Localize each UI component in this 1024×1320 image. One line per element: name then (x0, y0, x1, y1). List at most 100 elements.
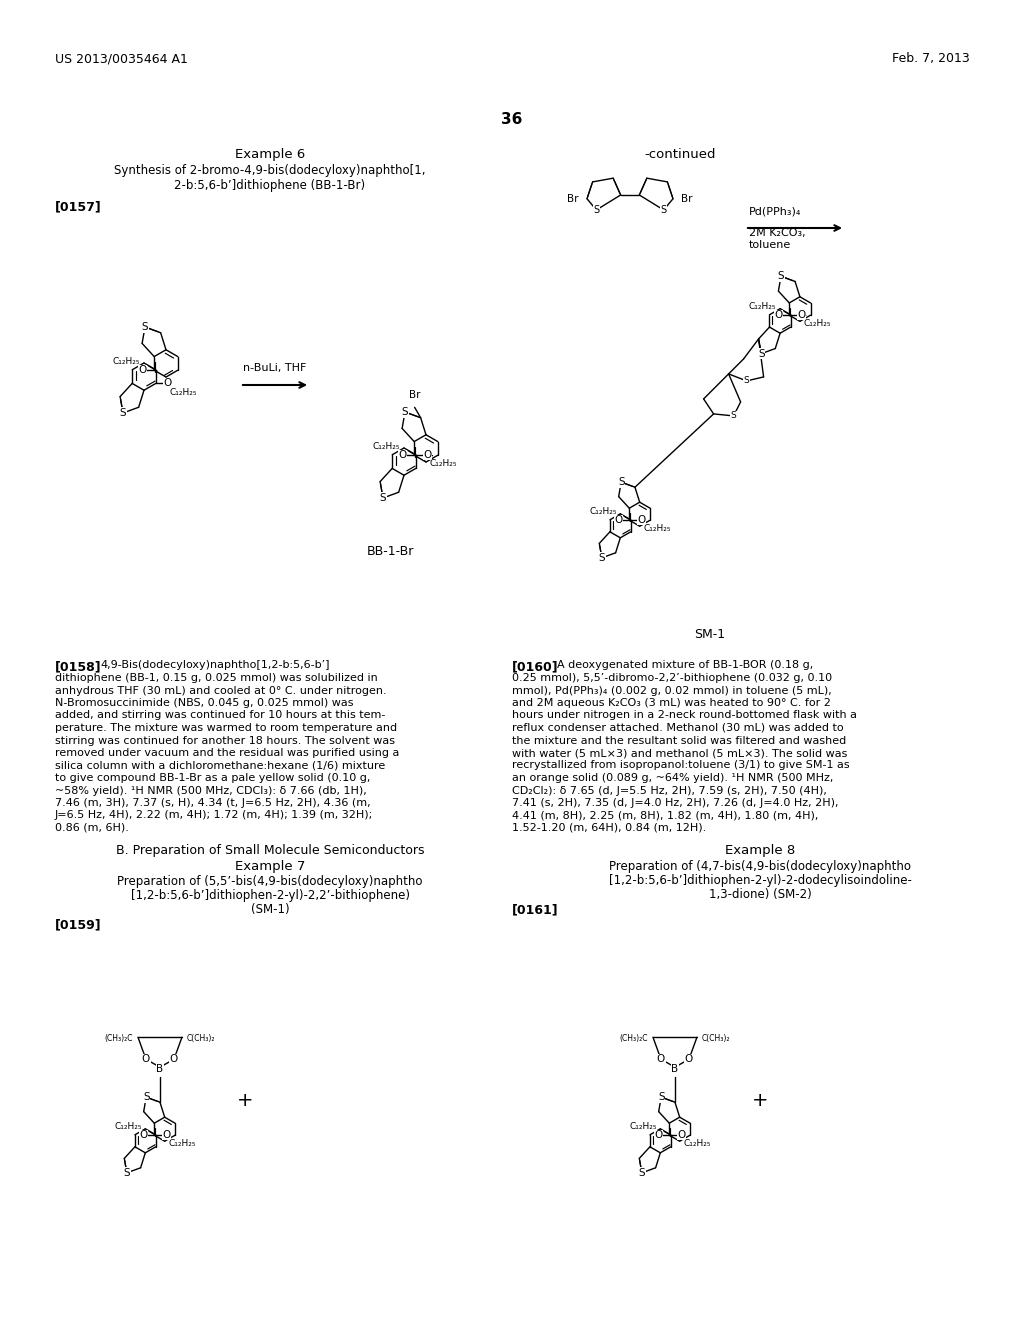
Text: C₁₂H₂₅: C₁₂H₂₅ (373, 442, 400, 450)
Text: B: B (157, 1064, 164, 1074)
Text: 4.41 (m, 8H), 2.25 (m, 8H), 1.82 (m, 4H), 1.80 (m, 4H),: 4.41 (m, 8H), 2.25 (m, 8H), 1.82 (m, 4H)… (512, 810, 818, 821)
Text: Br: Br (409, 391, 421, 400)
Text: SM-1: SM-1 (694, 628, 726, 642)
Text: S: S (777, 272, 784, 281)
Text: 0.86 (m, 6H).: 0.86 (m, 6H). (55, 822, 129, 833)
Text: C₁₂H₂₅: C₁₂H₂₅ (168, 1139, 196, 1148)
Text: mmol), Pd(PPh₃)₄ (0.002 g, 0.02 mmol) in toluene (5 mL),: mmol), Pd(PPh₃)₄ (0.002 g, 0.02 mmol) in… (512, 685, 831, 696)
Text: Feb. 7, 2013: Feb. 7, 2013 (892, 51, 970, 65)
Text: stirring was continued for another 18 hours. The solvent was: stirring was continued for another 18 ho… (55, 735, 395, 746)
Text: S: S (657, 1092, 665, 1102)
Text: 4,9-Bis(dodecyloxy)naphtho[1,2-b:5,6-b’]: 4,9-Bis(dodecyloxy)naphtho[1,2-b:5,6-b’] (100, 660, 330, 671)
Text: (CH₃)₂C: (CH₃)₂C (104, 1034, 133, 1043)
Text: hours under nitrogen in a 2-neck round-bottomed flask with a: hours under nitrogen in a 2-neck round-b… (512, 710, 857, 721)
Text: 1,3-dione) (SM-2): 1,3-dione) (SM-2) (709, 888, 811, 902)
Text: S: S (593, 205, 599, 215)
Text: O: O (139, 1130, 147, 1140)
Text: O: O (654, 1130, 663, 1140)
Text: C₁₂H₂₅: C₁₂H₂₅ (170, 388, 198, 397)
Text: S: S (120, 408, 126, 418)
Text: S: S (124, 1168, 130, 1177)
Text: ~58% yield). ¹H NMR (500 MHz, CDCl₃): δ 7.66 (db, 1H),: ~58% yield). ¹H NMR (500 MHz, CDCl₃): δ … (55, 785, 367, 796)
Text: Preparation of (4,7-bis(4,9-bis(dodecyloxy)naphtho: Preparation of (4,7-bis(4,9-bis(dodecylo… (609, 861, 911, 873)
Text: Br: Br (681, 194, 692, 203)
Text: 0.25 mmol), 5,5’-dibromo-2,2’-bithiophene (0.032 g, 0.10: 0.25 mmol), 5,5’-dibromo-2,2’-bithiophen… (512, 673, 833, 682)
Text: with water (5 mL×3) and methanol (5 mL×3). The solid was: with water (5 mL×3) and methanol (5 mL×3… (512, 748, 848, 758)
Text: C₁₂H₂₅: C₁₂H₂₅ (683, 1139, 711, 1148)
Text: O: O (614, 515, 623, 525)
Text: C₁₂H₂₅: C₁₂H₂₅ (589, 507, 616, 516)
Text: O: O (162, 1130, 170, 1139)
Text: S: S (639, 1168, 645, 1177)
Text: S: S (731, 412, 736, 420)
Text: C₁₂H₂₅: C₁₂H₂₅ (749, 302, 776, 310)
Text: Pd(PPh₃)₄: Pd(PPh₃)₄ (749, 207, 802, 216)
Text: +: + (752, 1090, 768, 1110)
Text: C₁₂H₂₅: C₁₂H₂₅ (113, 356, 140, 366)
Text: S: S (617, 477, 625, 487)
Text: [0160]: [0160] (512, 660, 559, 673)
Text: S: S (143, 1092, 150, 1102)
Text: toluene: toluene (749, 240, 792, 249)
Text: O: O (656, 1055, 666, 1064)
Text: 2-b:5,6-b’]dithiophene (BB-1-Br): 2-b:5,6-b’]dithiophene (BB-1-Br) (174, 180, 366, 191)
Text: C₁₂H₂₅: C₁₂H₂₅ (115, 1122, 141, 1131)
Text: C₁₂H₂₅: C₁₂H₂₅ (643, 524, 671, 533)
Text: Preparation of (5,5’-bis(4,9-bis(dodecyloxy)naphtho: Preparation of (5,5’-bis(4,9-bis(dodecyl… (118, 875, 423, 888)
Text: 7.41 (s, 2H), 7.35 (d, J=4.0 Hz, 2H), 7.26 (d, J=4.0 Hz, 2H),: 7.41 (s, 2H), 7.35 (d, J=4.0 Hz, 2H), 7.… (512, 799, 839, 808)
Text: removed under vacuum and the residual was purified using a: removed under vacuum and the residual wa… (55, 748, 399, 758)
Text: O: O (170, 1055, 178, 1064)
Text: 7.46 (m, 3H), 7.37 (s, H), 4.34 (t, J=6.5 Hz, 2H), 4.36 (m,: 7.46 (m, 3H), 7.37 (s, H), 4.34 (t, J=6.… (55, 799, 371, 808)
Text: 36: 36 (502, 112, 522, 127)
Text: CD₂Cl₂): δ 7.65 (d, J=5.5 Hz, 2H), 7.59 (s, 2H), 7.50 (4H),: CD₂Cl₂): δ 7.65 (d, J=5.5 Hz, 2H), 7.59 … (512, 785, 826, 796)
Text: S: S (141, 322, 148, 333)
Text: 1.52-1.20 (m, 64H), 0.84 (m, 12H).: 1.52-1.20 (m, 64H), 0.84 (m, 12H). (512, 822, 707, 833)
Text: reflux condenser attached. Methanol (30 mL) was added to: reflux condenser attached. Methanol (30 … (512, 723, 844, 733)
Text: C(CH₃)₂: C(CH₃)₂ (702, 1034, 730, 1043)
Text: recrystallized from isopropanol:toluene (3/1) to give SM-1 as: recrystallized from isopropanol:toluene … (512, 760, 850, 771)
Text: -continued: -continued (644, 148, 716, 161)
Text: silica column with a dichloromethane:hexane (1/6) mixture: silica column with a dichloromethane:hex… (55, 760, 385, 771)
Text: O: O (685, 1055, 693, 1064)
Text: and 2M aqueous K₂CO₃ (3 mL) was heated to 90° C. for 2: and 2M aqueous K₂CO₃ (3 mL) was heated t… (512, 698, 830, 708)
Text: +: + (237, 1090, 253, 1110)
Text: C₁₂H₂₅: C₁₂H₂₅ (629, 1122, 656, 1131)
Text: O: O (637, 515, 645, 525)
Text: J=6.5 Hz, 4H), 2.22 (m, 4H); 1.72 (m, 4H); 1.39 (m, 32H);: J=6.5 Hz, 4H), 2.22 (m, 4H); 1.72 (m, 4H… (55, 810, 374, 821)
Text: an orange solid (0.089 g, ~64% yield). ¹H NMR (500 MHz,: an orange solid (0.089 g, ~64% yield). ¹… (512, 774, 834, 783)
Text: anhydrous THF (30 mL) and cooled at 0° C. under nitrogen.: anhydrous THF (30 mL) and cooled at 0° C… (55, 685, 387, 696)
Text: Example 7: Example 7 (234, 861, 305, 873)
Text: dithiophene (BB-1, 0.15 g, 0.025 mmol) was solubilized in: dithiophene (BB-1, 0.15 g, 0.025 mmol) w… (55, 673, 378, 682)
Text: Br: Br (567, 194, 579, 203)
Text: O: O (798, 310, 806, 319)
Text: Example 8: Example 8 (725, 843, 795, 857)
Text: S: S (380, 492, 386, 503)
Text: S: S (401, 407, 409, 417)
Text: US 2013/0035464 A1: US 2013/0035464 A1 (55, 51, 187, 65)
Text: O: O (164, 379, 172, 388)
Text: C(CH₃)₂: C(CH₃)₂ (187, 1034, 215, 1043)
Text: [1,2-b:5,6-b’]dithiophen-2-yl)-2,2’-bithiophene): [1,2-b:5,6-b’]dithiophen-2-yl)-2,2’-bith… (130, 888, 410, 902)
Text: B. Preparation of Small Molecule Semiconductors: B. Preparation of Small Molecule Semicon… (116, 843, 424, 857)
Text: S: S (660, 205, 667, 215)
Text: B: B (672, 1064, 679, 1074)
Text: O: O (677, 1130, 685, 1139)
Text: [0157]: [0157] (55, 201, 101, 213)
Text: Example 6: Example 6 (234, 148, 305, 161)
Text: n-BuLi, THF: n-BuLi, THF (243, 363, 306, 374)
Text: (SM-1): (SM-1) (251, 903, 290, 916)
Text: C₁₂H₂₅: C₁₂H₂₅ (804, 319, 831, 329)
Text: BB-1-Br: BB-1-Br (367, 545, 414, 558)
Text: O: O (774, 310, 782, 321)
Text: the mixture and the resultant solid was filtered and washed: the mixture and the resultant solid was … (512, 735, 846, 746)
Text: S: S (743, 376, 750, 385)
Text: S: S (598, 553, 605, 562)
Text: Synthesis of 2-bromo-4,9-bis(dodecyloxy)naphtho[1,: Synthesis of 2-bromo-4,9-bis(dodecyloxy)… (115, 164, 426, 177)
Text: O: O (398, 450, 407, 461)
Text: added, and stirring was continued for 10 hours at this tem-: added, and stirring was continued for 10… (55, 710, 385, 721)
Text: C₁₂H₂₅: C₁₂H₂₅ (430, 459, 458, 469)
Text: O: O (138, 366, 146, 375)
Text: (CH₃)₂C: (CH₃)₂C (620, 1034, 648, 1043)
Text: [1,2-b:5,6-b’]dithiophen-2-yl)-2-dodecylisoindoline-: [1,2-b:5,6-b’]dithiophen-2-yl)-2-dodecyl… (608, 874, 911, 887)
Text: N-Bromosuccinimide (NBS, 0.045 g, 0.025 mmol) was: N-Bromosuccinimide (NBS, 0.045 g, 0.025 … (55, 698, 353, 708)
